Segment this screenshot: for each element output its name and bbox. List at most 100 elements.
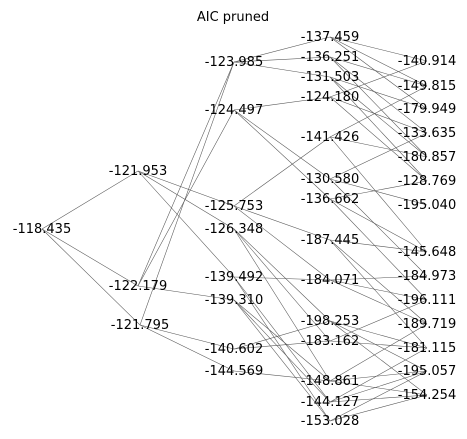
edge-c14-d14 bbox=[329, 394, 428, 422]
edge-c1-d2 bbox=[329, 36, 428, 87]
edge-n0-a1 bbox=[41, 170, 139, 230]
edge-c7-d6 bbox=[329, 180, 428, 200]
node-label-d5: -180.857 bbox=[398, 150, 456, 165]
node-label-d9: -184.973 bbox=[398, 269, 456, 284]
node-label-d3: -179.949 bbox=[398, 102, 456, 117]
tree-edges bbox=[41, 36, 428, 422]
edge-b6-c13 bbox=[233, 299, 331, 403]
edge-b8-c12 bbox=[233, 370, 331, 382]
edge-a1-b5 bbox=[137, 170, 235, 278]
node-label-d1: -140.914 bbox=[398, 54, 456, 69]
edge-b4-c12 bbox=[233, 228, 331, 382]
node-label-b3: -125.753 bbox=[205, 199, 263, 214]
node-label-d12: -181.115 bbox=[398, 341, 456, 356]
edge-c7-d10 bbox=[329, 198, 428, 301]
edge-b4-c11 bbox=[233, 228, 331, 342]
node-label-c1: -137.459 bbox=[301, 30, 359, 45]
edge-c12-d13 bbox=[329, 370, 428, 382]
edge-b1-c2 bbox=[233, 56, 331, 63]
node-label-d14: -154.254 bbox=[398, 388, 456, 403]
edge-b3-c9 bbox=[233, 205, 331, 281]
edge-c6-d4 bbox=[329, 132, 428, 180]
edge-c12-d11 bbox=[329, 323, 428, 382]
node-label-b8: -144.569 bbox=[205, 364, 263, 379]
edge-b5-c14 bbox=[233, 276, 331, 422]
edge-c10-d14 bbox=[329, 320, 428, 396]
edge-a3-b7 bbox=[139, 324, 235, 350]
edge-b6-c14 bbox=[233, 299, 331, 422]
edge-c14-d13 bbox=[329, 370, 428, 422]
edge-c1-d3 bbox=[329, 36, 428, 110]
tree-nodes: -118.435 -121.953 -122.179 -121.795 -123.985… bbox=[13, 30, 456, 429]
node-label-b5: -139.492 bbox=[205, 270, 263, 285]
node-label-b1: -123.985 bbox=[205, 55, 263, 70]
edge-a3-b8 bbox=[139, 324, 235, 372]
edge-b2-c7 bbox=[233, 109, 331, 200]
edge-c13-d13 bbox=[329, 370, 428, 403]
edge-a2-b1 bbox=[137, 61, 235, 287]
node-label-c10: -198.253 bbox=[301, 314, 359, 329]
node-label-c4: -124.180 bbox=[301, 90, 359, 105]
edge-c3-d6 bbox=[329, 76, 428, 182]
node-label-c2: -136.251 bbox=[301, 50, 359, 65]
node-label-c5: -141.426 bbox=[301, 130, 359, 145]
edge-a3-b1 bbox=[139, 61, 235, 326]
edge-c6-d7 bbox=[329, 178, 428, 206]
edge-c9-d10 bbox=[329, 279, 428, 301]
edge-a2-b2 bbox=[137, 109, 235, 287]
edge-b2-c4 bbox=[233, 96, 331, 111]
edge-c8-d8 bbox=[329, 239, 428, 253]
node-label-d10: -196.111 bbox=[398, 293, 456, 308]
edge-c13-d12 bbox=[329, 347, 428, 403]
node-label-n0: -118.435 bbox=[13, 222, 71, 237]
edge-c2-d5 bbox=[329, 56, 428, 158]
edge-c3-d5 bbox=[329, 76, 428, 158]
edge-a2-b6 bbox=[137, 285, 235, 301]
edge-c10-d13 bbox=[329, 320, 428, 372]
node-label-c7: -136.662 bbox=[301, 192, 359, 207]
edge-b5-c9 bbox=[233, 276, 331, 281]
edge-c11-d12 bbox=[329, 340, 428, 349]
edge-b3-c5 bbox=[233, 136, 331, 207]
edge-c5-d2 bbox=[329, 85, 428, 138]
edge-n0-a2 bbox=[41, 228, 139, 287]
edge-a1-b4 bbox=[137, 170, 235, 230]
node-label-c11: -183.162 bbox=[301, 334, 359, 349]
edge-c3-d3 bbox=[329, 76, 428, 110]
node-label-c9: -184.071 bbox=[301, 273, 359, 288]
edge-c6-d9 bbox=[329, 178, 428, 277]
edge-c4-d6 bbox=[329, 96, 428, 182]
node-label-c12: -148.861 bbox=[301, 374, 359, 389]
edge-c4-d1 bbox=[329, 60, 428, 98]
node-label-d2: -149.815 bbox=[398, 79, 456, 94]
edge-c10-d12 bbox=[329, 320, 428, 349]
node-label-a1: -121.953 bbox=[109, 164, 167, 179]
node-label-a3: -121.795 bbox=[111, 318, 169, 333]
edge-b5-c13 bbox=[233, 276, 331, 403]
edge-c9-d11 bbox=[329, 279, 428, 325]
edge-b1-c1 bbox=[233, 36, 331, 63]
edge-c11-d10 bbox=[329, 299, 428, 342]
node-label-c3: -131.503 bbox=[301, 70, 359, 85]
edge-c8-d12 bbox=[329, 239, 428, 349]
node-label-b7: -140.602 bbox=[205, 342, 263, 357]
edge-b2-c6 bbox=[233, 109, 331, 180]
edge-c5-d5 bbox=[329, 136, 428, 158]
edge-b3-c8 bbox=[233, 205, 331, 241]
edge-c2-d2 bbox=[329, 56, 428, 87]
edge-b7-c10 bbox=[233, 320, 331, 350]
edge-c7-d8 bbox=[329, 198, 428, 253]
edge-c2-d4 bbox=[329, 56, 428, 134]
edge-a1-b3 bbox=[137, 170, 235, 207]
node-label-d7: -195.040 bbox=[398, 198, 456, 213]
edge-c13-d14 bbox=[329, 394, 428, 403]
node-label-d6: -128.769 bbox=[398, 174, 456, 189]
node-label-c14: -153.028 bbox=[301, 414, 359, 429]
node-label-b2: -124.497 bbox=[205, 103, 263, 118]
node-label-c8: -187.445 bbox=[301, 233, 359, 248]
node-label-d4: -133.635 bbox=[398, 126, 456, 141]
node-label-b6: -139.310 bbox=[205, 293, 263, 308]
edge-c12-d14 bbox=[329, 380, 428, 396]
node-label-c13: -144.127 bbox=[301, 395, 359, 410]
